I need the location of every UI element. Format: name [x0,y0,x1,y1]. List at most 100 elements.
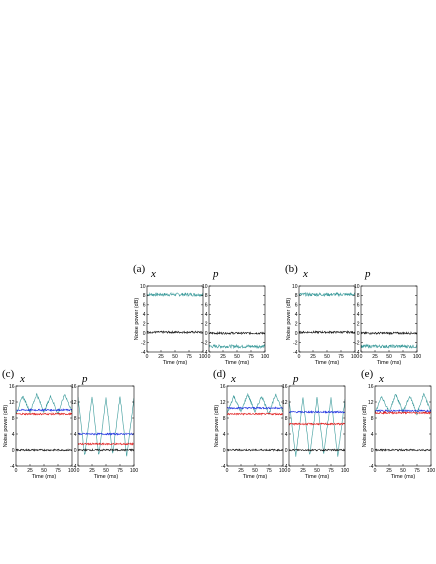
quadrature-label: x [378,373,384,385]
y-tick-label: -2 [203,340,208,346]
y-tick-label: 12 [9,400,15,406]
series-line-red [78,442,134,446]
series-line-teal [78,396,134,457]
y-tick-label: 8 [143,293,146,299]
y-tick-label: -4 [369,464,374,470]
x-tick-label: 100 [341,468,350,474]
x-tick-label: 0 [374,468,377,474]
series-group [147,291,203,335]
x-axis-title: Time (ms) [163,360,188,366]
y-tick-label: 0 [371,448,374,454]
y-tick-label: -2 [293,340,298,346]
y-tick-label: 10 [354,284,360,290]
y-axis-title: Noise power (dB) [3,405,9,448]
series-line-black [147,330,203,335]
y-tick-label: 8 [74,416,77,422]
series-group [209,331,265,350]
x-tick-label: 50 [234,354,240,360]
y-tick-label: 2 [205,322,208,328]
y-tick-label: 12 [220,400,226,406]
series-line-black [375,448,431,452]
x-tick-label: 50 [386,354,392,360]
x-tick-label: 0 [15,468,18,474]
y-tick-label: 0 [357,331,360,337]
y-tick-label: 8 [295,293,298,299]
y-tick-label: 4 [371,432,374,438]
series-line-red [289,422,345,426]
series-group [299,291,355,335]
x-tick-label: 0 [208,354,211,360]
plot-frame [298,285,356,353]
y-tick-label: 2 [143,322,146,328]
y-tick-label: 8 [357,293,360,299]
y-tick-label: 4 [357,312,360,318]
y-tick-label: 8 [371,416,374,422]
x-tick-label: 100 [351,354,360,360]
series-line-teal [299,291,355,298]
y-tick-label: -4 [203,350,208,356]
panel-label: (a) [133,263,146,275]
y-tick-label: 8 [223,416,226,422]
series-line-teal [16,392,72,416]
y-tick-label: 6 [357,303,360,309]
x-tick-label: 0 [226,468,229,474]
y-tick-label: 6 [205,303,208,309]
x-tick-label: 50 [314,468,320,474]
series-line-black [289,448,345,452]
x-tick-label: 50 [41,468,47,474]
y-tick-label: 0 [143,331,146,337]
series-line-black [227,448,283,452]
y-tick-label: -2 [141,340,146,346]
x-tick-label: 0 [146,354,149,360]
y-tick-label: 4 [285,432,288,438]
series-line-black [361,331,417,336]
series-line-blue [289,409,345,414]
y-tick-label: 4 [143,312,146,318]
x-tick-label: 100 [130,468,139,474]
y-tick-label: -4 [283,464,288,470]
series-group [227,392,283,452]
x-axis-title: Time (ms) [94,474,119,480]
x-tick-label: 25 [27,468,33,474]
x-tick-label: 25 [300,468,306,474]
panel-label: (d) [213,368,226,380]
y-tick-label: 0 [223,448,226,454]
x-axis-title: Time (ms) [391,474,416,480]
x-tick-label: 25 [372,354,378,360]
y-tick-label: 2 [357,322,360,328]
x-tick-label: 0 [298,354,301,360]
x-tick-label: 75 [414,468,420,474]
x-tick-label: 100 [199,354,208,360]
series-line-red [375,410,431,415]
series-line-teal [227,392,283,415]
x-tick-label: 0 [77,468,80,474]
y-tick-label: 4 [74,432,77,438]
x-tick-label: 75 [338,354,344,360]
x-axis-title: Time (ms) [225,360,250,366]
y-tick-label: 0 [205,331,208,337]
x-tick-label: 75 [117,468,123,474]
y-tick-label: 0 [295,331,298,337]
x-tick-label: 75 [186,354,192,360]
x-tick-label: 25 [238,468,244,474]
x-axis-title: Time (ms) [315,360,340,366]
y-tick-label: 0 [74,448,77,454]
y-tick-label: 16 [282,384,288,390]
series-group [289,396,345,457]
series-line-teal [209,343,265,350]
x-tick-label: 25 [89,468,95,474]
x-tick-label: 100 [427,468,436,474]
y-tick-label: -4 [10,464,15,470]
quadrature-label: p [81,373,88,385]
x-tick-label: 25 [158,354,164,360]
series-group [78,396,134,457]
plot-frame [360,285,418,353]
y-tick-label: -4 [141,350,146,356]
x-tick-label: 100 [279,468,288,474]
y-tick-label: -4 [221,464,226,470]
series-line-black [299,330,355,335]
